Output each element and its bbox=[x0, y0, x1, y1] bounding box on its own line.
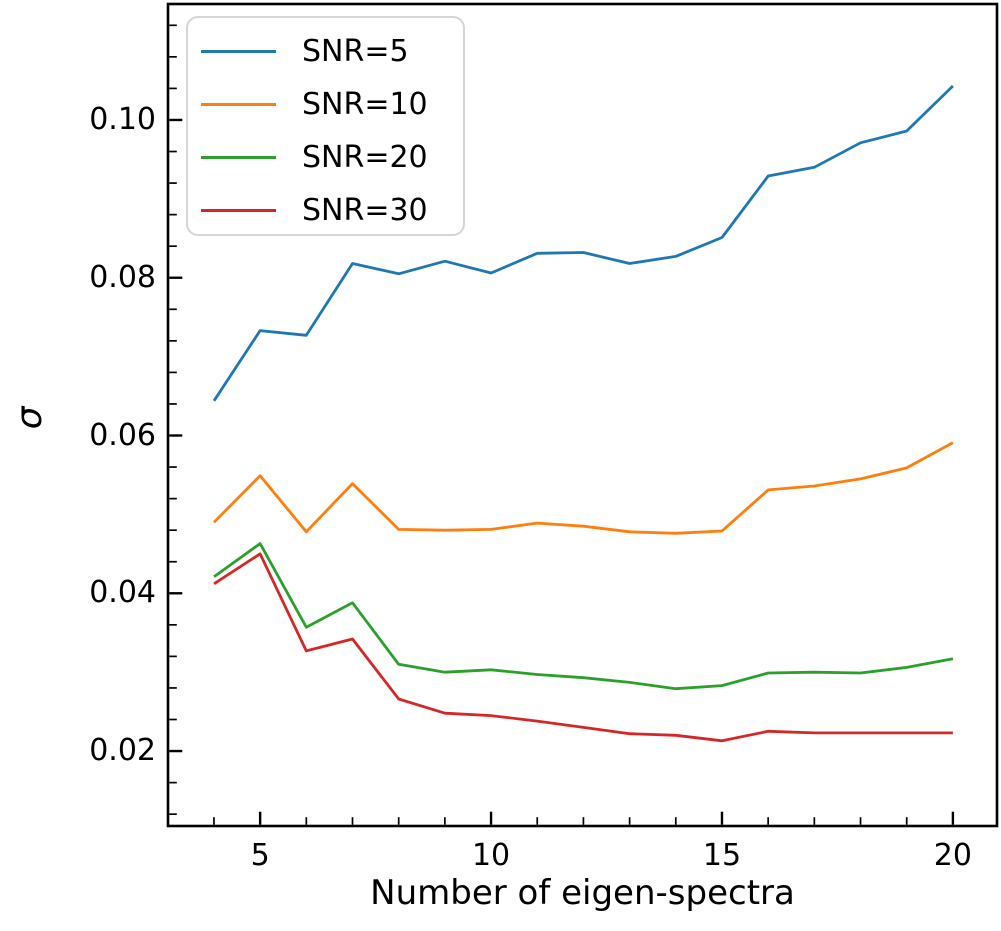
legend-line-swatch bbox=[201, 155, 276, 160]
legend-line-swatch bbox=[201, 208, 276, 213]
legend-label: SNR=20 bbox=[302, 139, 428, 175]
axes-spines bbox=[166, 2, 999, 828]
legend-item-snr-20: SNR=20 bbox=[188, 131, 463, 184]
legend: SNR=5 SNR=10 SNR=20 SNR=30 bbox=[186, 16, 465, 236]
series-line-snr-30 bbox=[213, 552, 953, 743]
legend-line-swatch bbox=[201, 102, 276, 107]
x-axis-title: Number of eigen-spectra bbox=[370, 873, 795, 913]
x-tick-label: 15 bbox=[702, 838, 742, 873]
legend-label: SNR=5 bbox=[302, 33, 409, 69]
y-tick-label: 0.04 bbox=[89, 575, 156, 611]
y-tick-label: 0.06 bbox=[89, 417, 156, 453]
legend-label: SNR=30 bbox=[302, 192, 428, 228]
series-line-snr-10 bbox=[213, 441, 954, 535]
legend-item-snr-30: SNR=30 bbox=[188, 184, 463, 237]
y-tick-label: 0.08 bbox=[89, 259, 156, 295]
series-line-snr-5 bbox=[212, 84, 954, 402]
x-tick-label: 10 bbox=[471, 838, 511, 873]
x-tick-label: 20 bbox=[933, 838, 972, 873]
y-axis-title: σ bbox=[9, 406, 50, 430]
legend-line-swatch bbox=[201, 49, 276, 54]
y-tick-label: 0.10 bbox=[89, 101, 156, 137]
y-tick-label: 0.02 bbox=[89, 733, 156, 769]
legend-item-snr-10: SNR=10 bbox=[188, 78, 463, 131]
legend-item-snr-5: SNR=5 bbox=[188, 25, 463, 78]
legend-label: SNR=10 bbox=[302, 86, 428, 122]
x-tick-label: 5 bbox=[250, 838, 270, 873]
series-line-snr-20 bbox=[213, 542, 954, 691]
